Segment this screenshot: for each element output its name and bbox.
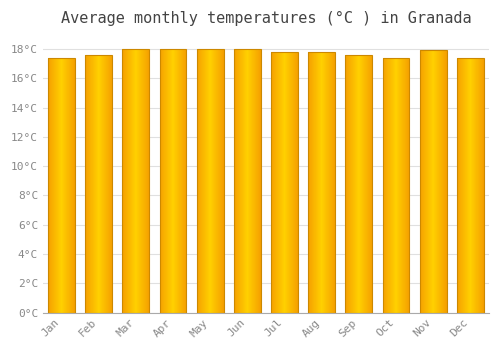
Bar xyxy=(48,58,75,313)
Bar xyxy=(234,49,260,313)
Bar xyxy=(122,49,149,313)
Bar xyxy=(86,55,112,313)
Bar xyxy=(346,55,372,313)
Bar xyxy=(197,49,224,313)
Bar xyxy=(160,49,186,313)
Bar xyxy=(308,52,335,313)
Bar xyxy=(420,50,446,313)
Title: Average monthly temperatures (°C ) in Granada: Average monthly temperatures (°C ) in Gr… xyxy=(60,11,471,26)
Bar xyxy=(457,58,483,313)
Bar xyxy=(271,52,298,313)
Bar xyxy=(382,58,409,313)
